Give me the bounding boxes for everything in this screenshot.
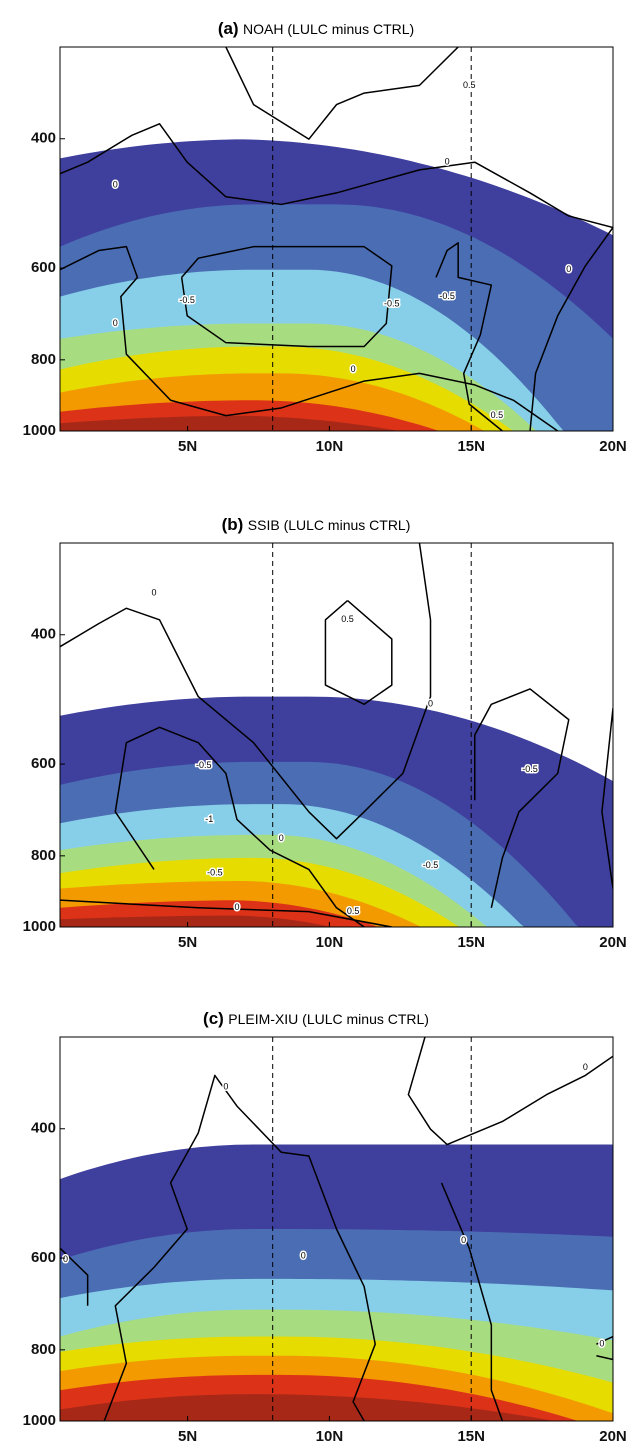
x-tick-label: 10N	[316, 934, 344, 951]
x-tick-label: 5N	[178, 438, 197, 455]
panel-label: (b)	[222, 515, 244, 534]
contour-line	[103, 1074, 376, 1421]
title-text: PLEIM-XIU (LULC minus CTRL)	[228, 1011, 429, 1027]
contour-label: 0	[113, 180, 118, 190]
contour-label: 0	[113, 318, 118, 328]
plot-frame	[59, 46, 614, 432]
x-tick-label: 20N	[599, 934, 627, 951]
contour-line	[440, 1182, 504, 1421]
plot-area: 0 0 0 0 0 0	[60, 1037, 613, 1421]
contour-label: 0.5	[491, 410, 504, 420]
contour-label: -0.5	[179, 295, 195, 305]
y-tick-label: 400	[31, 1120, 56, 1137]
x-tick-label: 15N	[457, 934, 485, 951]
contour-label: -0.5	[423, 860, 439, 870]
contour-label: 0.5	[463, 80, 476, 90]
contour-line	[60, 123, 613, 229]
panel: (b) SSIB (LULC minus CTRL) 0 0.5 0 -0.5 -0.5 -…	[23, 515, 627, 950]
contour-line	[60, 1247, 89, 1306]
contour-label: 0	[445, 157, 450, 167]
x-tick-label: 5N	[178, 1428, 197, 1445]
panel-title: (b) SSIB (LULC minus CTRL)	[222, 515, 411, 534]
contour-label: 0	[234, 902, 239, 912]
filled-contour	[60, 1394, 555, 1421]
contour-label: 0	[461, 1235, 466, 1245]
plot-frame	[59, 1036, 614, 1422]
x-tick-label: 10N	[316, 1428, 344, 1445]
panel: (a) NOAH (LULC minus CTRL)0.500-0.5 -0.50…	[23, 19, 627, 454]
contour-label: 0.5	[347, 906, 360, 916]
contour-line	[435, 242, 503, 431]
contour-label: -0.5	[207, 868, 223, 878]
filled-contour	[60, 415, 399, 431]
y-tick-label: 400	[31, 130, 56, 147]
contour-line	[407, 1037, 613, 1146]
x-tick-label: 20N	[599, 1428, 627, 1445]
contour-line	[474, 688, 570, 908]
contour-label: -0.5	[522, 764, 538, 774]
contour-label: 0	[301, 1250, 306, 1260]
y-tick-label: 1000	[23, 918, 56, 935]
y-tick-label: 800	[31, 1341, 56, 1358]
plot-area: 0.5 0 0 -0.5 -0.5 0 -0.5 0 0.5 0	[60, 47, 613, 431]
contour-label: 0	[279, 833, 284, 843]
contour-line	[529, 227, 613, 431]
y-tick-label: 1000	[23, 422, 56, 439]
y-tick-label: 600	[31, 755, 56, 772]
contour-label: -0.5	[384, 299, 400, 309]
title-text: SSIB (LULC minus CTRL)	[248, 517, 411, 533]
contour-line	[60, 543, 432, 840]
x-tick-label: 15N	[457, 1428, 485, 1445]
panel: (c) PLEIM-XIU (LULC minus CTRL) 0 0 0 0 0 0 400…	[23, 1009, 627, 1444]
x-tick-label: 20N	[599, 438, 627, 455]
contour-label: 0	[599, 1339, 604, 1349]
y-tick-label: 1000	[23, 1412, 56, 1429]
x-tick-label: 15N	[457, 438, 485, 455]
x-tick-label: 10N	[316, 438, 344, 455]
contour-label: 0	[152, 587, 157, 597]
y-tick-label: 800	[31, 351, 56, 368]
y-tick-label: 600	[31, 1249, 56, 1266]
title-text: NOAH (LULC minus CTRL)	[243, 21, 414, 37]
filled-contour	[60, 915, 332, 927]
panel-label: (a)	[218, 19, 239, 38]
y-tick-label: 800	[31, 847, 56, 864]
contour-line	[60, 899, 392, 927]
contour-label: -1	[205, 814, 213, 824]
panel-label: (c)	[203, 1009, 224, 1028]
contour-label: -0.5	[439, 291, 455, 301]
plot-frame	[59, 542, 614, 928]
contour-label: 0	[566, 264, 571, 274]
contour-label: 0	[351, 364, 356, 374]
panel-title: (c) PLEIM-XIU (LULC minus CTRL)	[203, 1009, 429, 1028]
contour-line	[596, 1335, 613, 1361]
contour-label: 0	[63, 1254, 68, 1264]
contour-label: 0	[583, 1062, 588, 1072]
plot-area: 0 0.5 0 -0.5 -0.5 -1 0 -0.5 0 -0.5 0.5	[60, 543, 613, 927]
contour-label: 0	[223, 1081, 228, 1091]
contour-label: -0.5	[196, 760, 212, 770]
contour-line	[225, 47, 459, 140]
y-tick-label: 400	[31, 626, 56, 643]
y-tick-label: 600	[31, 259, 56, 276]
contour-line	[601, 708, 613, 889]
contour-line	[114, 726, 365, 927]
contour-label: 0.5	[341, 614, 354, 624]
panel-title: (a) NOAH (LULC minus CTRL)	[218, 19, 414, 38]
contour-label: 0	[428, 699, 433, 709]
contour-line	[180, 245, 393, 348]
x-tick-label: 5N	[178, 934, 197, 951]
contour-line	[324, 600, 393, 706]
